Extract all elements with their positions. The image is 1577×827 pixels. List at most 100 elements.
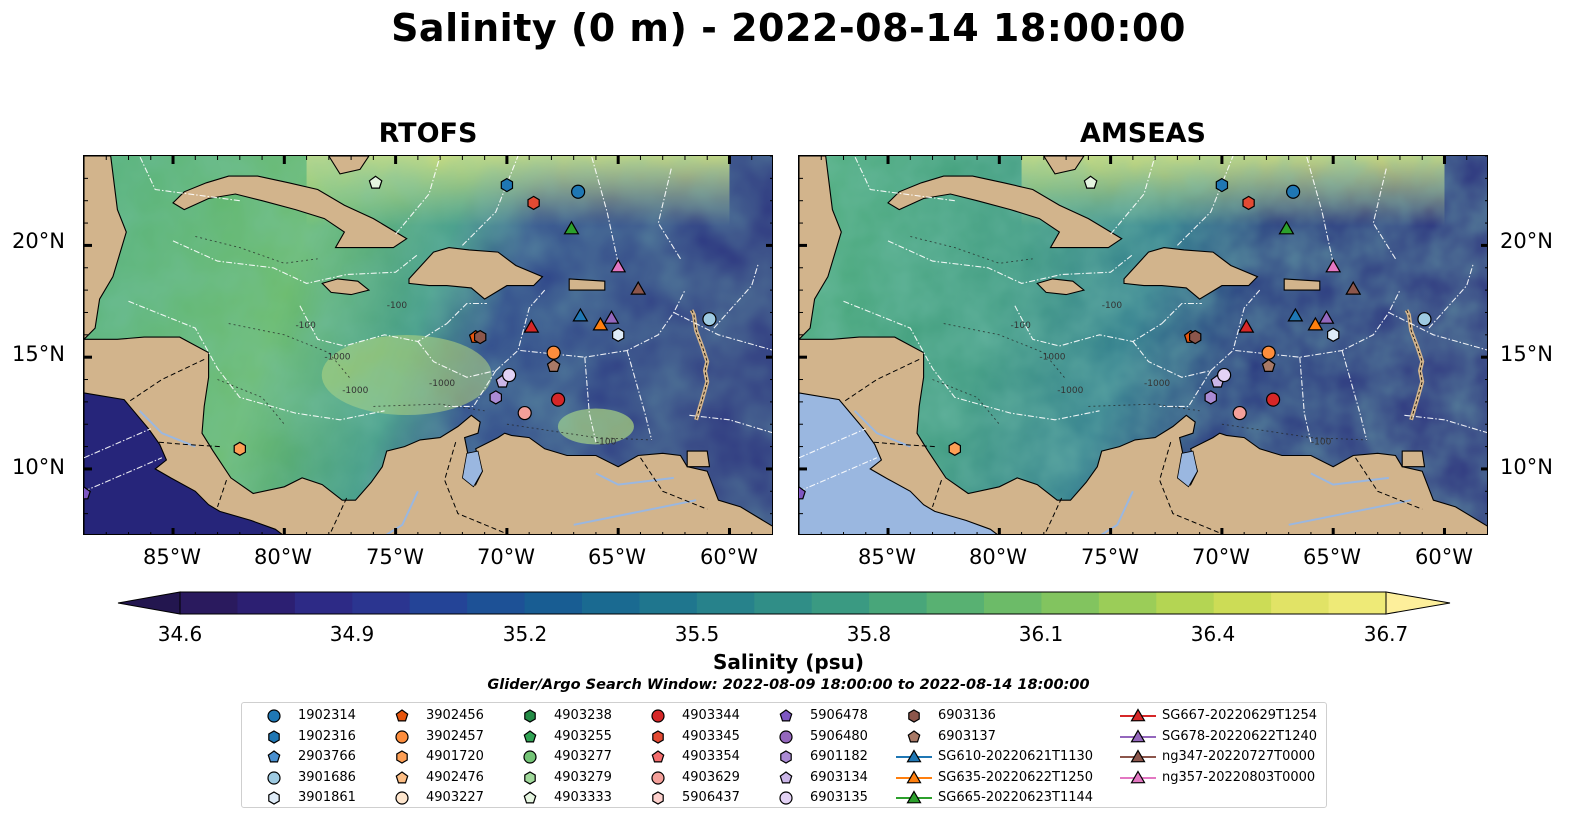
legend-marker-icon: [268, 791, 280, 805]
legend-marker-icon: [523, 729, 537, 742]
observation-marker-6901182: [1204, 390, 1217, 405]
legend-marker-icon: [779, 709, 793, 722]
contour-label: -100: [295, 321, 316, 331]
colorbar-segment: [582, 592, 641, 614]
eez-boundary: [462, 156, 519, 246]
lon-tick-label: 85°W: [858, 545, 916, 569]
contour-label: -100: [1311, 437, 1332, 447]
river: [1100, 490, 1134, 534]
observation-marker-4901720: [233, 441, 246, 456]
observation-marker-ng357-20220803T0000: [610, 258, 627, 273]
legend-marker-icon: [896, 769, 932, 783]
legend-label: 3901686: [298, 769, 356, 785]
cuba-land: [172, 175, 408, 249]
legend-label: 3901861: [298, 790, 356, 805]
contour-label: -1000: [429, 379, 455, 389]
lon-tick-label: 75°W: [1081, 545, 1139, 569]
observation-marker-6903136: [1189, 329, 1202, 345]
colorbar-segment: [1098, 592, 1157, 614]
political-border: [128, 358, 205, 403]
river: [853, 410, 911, 448]
central-south-america-land: [799, 336, 1487, 534]
contour-label: -1000: [342, 386, 368, 396]
eez-boundary: [1132, 289, 1261, 378]
legend-label: 2903766: [298, 749, 356, 764]
political-border: [217, 479, 227, 508]
colorbar-frame: [179, 591, 1387, 615]
legend-marker-icon: [396, 750, 408, 764]
contour-label: -1000: [1039, 352, 1065, 362]
legend-marker-icon: [524, 709, 536, 723]
contour-label: -100: [596, 437, 617, 447]
lat-tick-label: 15°N: [12, 342, 65, 366]
eez-boundary: [887, 240, 1134, 284]
legend-label: 5906478: [810, 708, 868, 723]
legend-marker-icon: [267, 750, 281, 763]
lon-tick-label: 65°W: [588, 545, 646, 569]
legend-marker-icon: [651, 770, 665, 785]
legend-marker-icon: [267, 709, 281, 723]
observation-marker-6903136: [474, 329, 487, 345]
lon-tick-label: 65°W: [1303, 545, 1361, 569]
pacific-corner-land: [799, 392, 998, 534]
eez-boundary: [1341, 350, 1368, 441]
map-panel-rtofs[interactable]: -100 -1000 -100 -1000 -1000 -100: [83, 155, 773, 535]
observation-marker-4903629: [517, 405, 532, 421]
legend-label: 5906437: [682, 790, 740, 805]
legend-label: 4903279: [554, 769, 612, 785]
salinity-colorbar: [117, 591, 1451, 615]
legend-marker-icon: [651, 709, 665, 723]
map-panel-amseas[interactable]: -100 -1000 -100 -1000 -1000 -100: [798, 155, 1488, 535]
hispaniola-land: [408, 247, 544, 300]
observation-marker-4903333: [1083, 175, 1098, 189]
political-border: [330, 497, 348, 532]
observation-marker-4903345: [527, 195, 540, 211]
salinity-map-amseas: -100 -1000 -100 -1000 -1000 -100: [799, 156, 1487, 534]
political-border: [843, 358, 920, 403]
lon-tick-label: 70°W: [1192, 545, 1250, 569]
bathymetry-contour: [373, 403, 485, 412]
observation-marker-SG667-20220629T1254: [1238, 318, 1255, 333]
colorbar-tick-label: 35.2: [502, 622, 548, 646]
legend-label: 6901182: [810, 749, 868, 764]
legend-label: ng357-20220803T0000: [1162, 769, 1316, 785]
observation-marker-SG610-20220621T1130: [572, 307, 589, 322]
eez-boundary: [1404, 414, 1487, 434]
pacific-corner-land: [84, 392, 283, 534]
observation-marker-SG610-20220621T1130: [1287, 307, 1304, 322]
lat-tick-label: 15°N: [1500, 342, 1553, 366]
colorbar-segment: [467, 592, 526, 614]
observation-marker-1902316: [500, 177, 514, 193]
hispaniola-land: [1123, 247, 1259, 300]
eez-boundary: [673, 312, 772, 351]
colorbar-segment: [180, 592, 239, 614]
cuba-land: [887, 175, 1123, 249]
bahamas-land: [1043, 156, 1085, 175]
colorbar-segment: [237, 592, 296, 614]
observation-marker-SG635-20220622T1250: [592, 316, 609, 331]
lon-tick-label: 60°W: [700, 545, 758, 569]
eez-boundary: [520, 289, 686, 358]
colorbar-segment: [696, 592, 755, 614]
legend-marker-icon: [651, 750, 665, 763]
eez-boundary: [1110, 156, 1156, 235]
contour-label: -1000: [324, 352, 350, 362]
eez-boundary: [444, 370, 497, 407]
legend-marker-icon: [908, 709, 920, 723]
contour-label: -100: [1010, 321, 1031, 331]
colorbar-segment: [409, 592, 468, 614]
jamaica-land: [1036, 278, 1086, 296]
puerto-rico-land: [1283, 278, 1321, 291]
eez-boundary: [1159, 370, 1212, 407]
legend-marker-icon: [524, 770, 536, 785]
observation-marker-6903135: [502, 367, 517, 383]
observation-marker-3901861: [1326, 327, 1340, 342]
legend-marker-icon: [907, 729, 921, 742]
observation-marker-1902314: [1286, 184, 1301, 199]
political-border: [640, 457, 708, 510]
central-south-america-land: [84, 336, 772, 534]
bathymetry-contour: [228, 323, 352, 380]
observation-marker-6901182: [489, 390, 502, 405]
political-border: [157, 441, 220, 448]
political-border: [444, 441, 508, 534]
